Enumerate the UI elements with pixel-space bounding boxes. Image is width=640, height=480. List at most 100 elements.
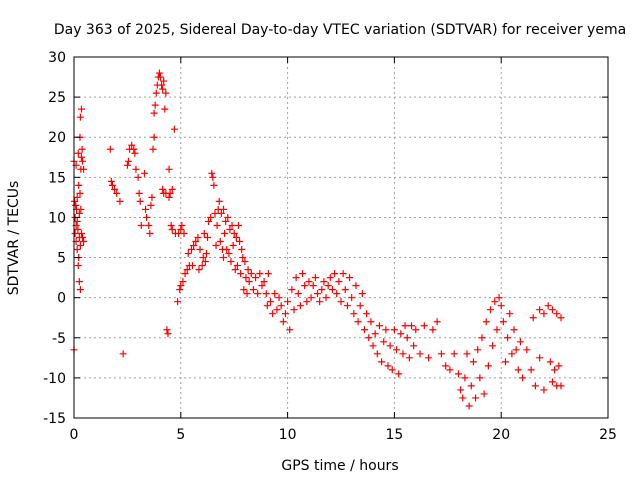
data-point (128, 141, 136, 149)
y-tick-label: 25 (48, 90, 66, 106)
data-point (514, 366, 522, 374)
x-tick-label: 25 (599, 427, 617, 443)
data-point (130, 145, 138, 153)
data-point (228, 221, 236, 229)
data-point (238, 246, 246, 254)
data-point (210, 181, 218, 189)
data-point (397, 330, 405, 338)
y-axis-label: SDTVAR / TECUs (6, 181, 22, 296)
x-tick-labels: 0 5 10 15 20 25 (70, 427, 617, 443)
data-point (546, 358, 554, 366)
data-point (170, 125, 178, 133)
data-point (279, 318, 287, 326)
data-point (116, 197, 124, 205)
data-point (450, 350, 458, 358)
data-point (119, 350, 127, 358)
data-point (301, 282, 309, 290)
data-point (314, 290, 322, 298)
data-point (288, 286, 296, 294)
data-point (77, 205, 85, 213)
data-point (478, 334, 486, 342)
data-point (292, 274, 300, 282)
data-point (501, 358, 509, 366)
data-point (174, 298, 182, 306)
data-point (226, 225, 234, 233)
data-point (204, 234, 211, 241)
data-point (152, 89, 160, 97)
data-point (189, 262, 197, 270)
data-point (242, 274, 250, 282)
grid-lines (74, 57, 608, 418)
data-point (79, 234, 87, 241)
data-point (247, 270, 255, 278)
data-point (177, 225, 185, 233)
data-point (111, 185, 119, 193)
data-point (249, 286, 257, 294)
data-point (294, 290, 302, 298)
data-point (151, 101, 159, 109)
data-point (143, 213, 151, 221)
data-point (401, 322, 409, 330)
data-point (73, 193, 81, 201)
y-tick-label: -15 (43, 411, 66, 427)
data-point (277, 302, 285, 310)
data-point (335, 278, 343, 286)
data-point (217, 209, 225, 217)
data-point (286, 326, 294, 334)
data-point (71, 197, 79, 205)
data-point (123, 161, 131, 169)
data-point (446, 366, 454, 374)
data-point (167, 221, 175, 229)
data-point (553, 310, 561, 318)
x-tick-label: 0 (70, 427, 79, 443)
data-point (254, 290, 262, 298)
data-point (132, 165, 140, 173)
data-point (200, 229, 208, 237)
data-point (142, 205, 150, 213)
data-point (232, 234, 240, 241)
plot-frame (73, 56, 609, 419)
data-point (215, 197, 223, 205)
data-point (303, 298, 311, 306)
data-point (223, 246, 231, 254)
data-point (489, 342, 497, 350)
data-point (382, 326, 390, 334)
data-point (384, 362, 392, 370)
data-point (540, 386, 548, 394)
data-point (260, 278, 268, 286)
data-point (216, 238, 224, 246)
x-axis-label: GPS time / hours (281, 458, 398, 474)
chart-title: Day 363 of 2025, Sidereal Day-to-day VTE… (54, 22, 626, 38)
data-point (162, 89, 170, 97)
data-point (224, 213, 232, 221)
data-point (557, 382, 565, 390)
data-point (326, 274, 334, 282)
data-point (113, 189, 121, 197)
data-point (208, 169, 216, 177)
data-point (74, 262, 82, 270)
data-point (523, 346, 531, 354)
data-point (196, 246, 204, 254)
data-point (165, 165, 173, 173)
data-point (240, 286, 248, 294)
data-point (165, 193, 173, 201)
data-point (194, 234, 202, 241)
data-point (328, 286, 336, 294)
data-point (134, 173, 142, 181)
data-point (299, 270, 307, 278)
data-point (150, 133, 158, 141)
data-point (459, 394, 467, 402)
data-point (465, 402, 473, 410)
data-point (531, 382, 539, 390)
data-point (163, 326, 171, 334)
data-point (504, 334, 512, 342)
x-tick-label: 20 (492, 427, 510, 443)
data-point (230, 229, 238, 237)
data-point (264, 270, 272, 278)
data-point (365, 334, 373, 342)
data-point (476, 374, 484, 382)
data-point (263, 302, 271, 310)
data-point (77, 105, 85, 113)
data-point (454, 370, 462, 378)
data-point (331, 270, 339, 278)
